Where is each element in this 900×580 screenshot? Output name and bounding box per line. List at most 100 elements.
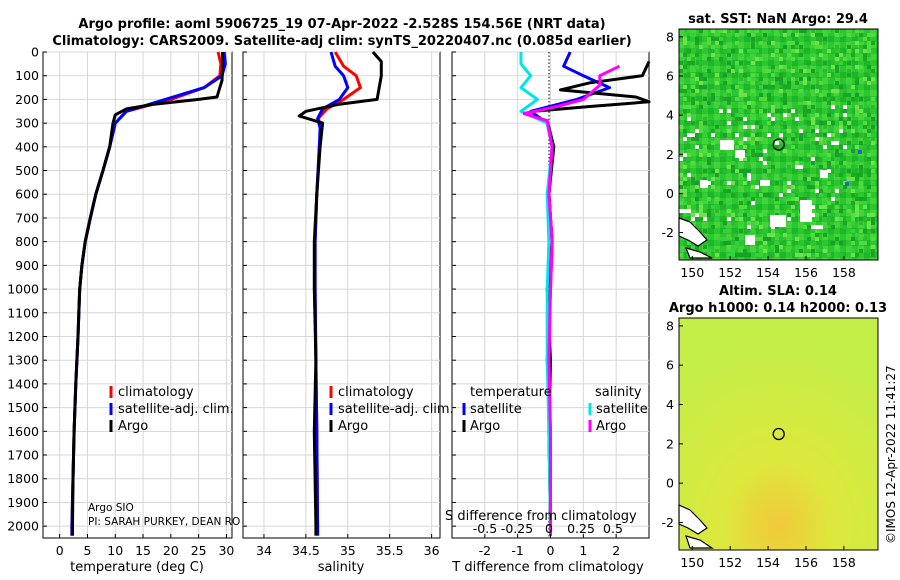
- s-diff-tick-label: 0.5: [603, 521, 623, 536]
- y-tick-label: 2000: [7, 519, 39, 534]
- sst-cell: [791, 77, 795, 81]
- sst-cell: [815, 233, 819, 237]
- sst-cell: [775, 205, 779, 209]
- sst-y-tick-label: -2: [662, 225, 674, 240]
- sst-cell: [871, 161, 875, 165]
- sst-cell: [839, 113, 843, 117]
- x-tick-label: 25: [191, 543, 207, 558]
- sst-cell: [759, 77, 763, 81]
- sst-cell: [703, 145, 707, 149]
- y-tick-label: 400: [15, 139, 39, 154]
- sst-cell: [711, 133, 715, 137]
- sst-cell: [755, 81, 759, 85]
- sst-cell: [751, 37, 755, 41]
- sst-cell: [835, 201, 839, 205]
- sst-cell: [819, 229, 823, 233]
- sst-cell: [759, 193, 763, 197]
- sst-cell: [695, 137, 699, 141]
- sst-cell: [807, 185, 811, 189]
- sst-cell: [687, 173, 691, 177]
- sst-cell: [703, 65, 707, 69]
- sst-cell: [711, 253, 715, 257]
- sst-cell: [827, 133, 831, 137]
- sst-cell: [807, 133, 811, 137]
- sst-cell: [819, 149, 823, 153]
- sst-cell: [739, 49, 743, 53]
- sst-cell: [847, 61, 851, 65]
- temperature-plot-frame: [42, 51, 233, 539]
- sst-cell: [835, 45, 839, 49]
- legend-group-temperature: temperature: [470, 385, 552, 400]
- sst-cell: [799, 153, 803, 157]
- sst-cell: [767, 169, 771, 173]
- sla-y-tick-label: 2: [666, 436, 674, 451]
- sst-cell: [739, 97, 743, 101]
- sst-cell: [755, 121, 759, 125]
- sst-cell: [855, 145, 859, 149]
- sst-cell: [775, 81, 779, 85]
- sst-cell: [807, 69, 811, 73]
- sst-map-title: sat. SST: NaN Argo: 29.4: [688, 12, 868, 27]
- sst-cell: [731, 97, 735, 101]
- sst-cell: [803, 113, 807, 117]
- sst-cell: [851, 41, 855, 45]
- x-tick-label: 15: [135, 543, 151, 558]
- sst-cell: [791, 213, 795, 217]
- sst-cell: [703, 197, 707, 201]
- sst-cell: [703, 245, 707, 249]
- sst-cell: [787, 65, 791, 69]
- sst-cell: [763, 109, 767, 113]
- sst-cell: [819, 193, 823, 197]
- sst-cell: [855, 41, 859, 45]
- sst-map-ticks: 150 152 154 156 158 -2 0 2 4 6 8: [662, 29, 856, 280]
- sst-cell: [815, 225, 819, 229]
- sst-cell: [683, 69, 687, 73]
- sst-cell: [751, 149, 755, 153]
- sst-cell: [823, 233, 827, 237]
- sst-cell: [723, 29, 727, 33]
- sst-cell: [679, 189, 683, 193]
- sst-cell: [683, 53, 687, 57]
- sst-cell: [747, 213, 751, 217]
- sst-cell: [863, 77, 867, 81]
- sst-cell: [747, 177, 751, 181]
- x-tick-label: 0: [547, 543, 555, 558]
- sst-cell: [695, 45, 699, 49]
- sst-y-tick-label: 4: [666, 108, 674, 123]
- sst-cell: [683, 193, 687, 197]
- sst-cell: [839, 253, 843, 257]
- temperature-legend: climatology satellite-adj. clim. Argo: [109, 385, 234, 434]
- sst-cell: [843, 205, 847, 209]
- sst-cell: [743, 117, 747, 121]
- sst-cell: [739, 93, 743, 97]
- sst-cell: [867, 161, 871, 165]
- sst-cell: [691, 137, 695, 141]
- y-tick-label: 1400: [7, 376, 39, 391]
- sst-cloud-gap: [770, 215, 786, 227]
- sla-y-tick-label: 8: [666, 318, 674, 333]
- sst-cell: [743, 73, 747, 77]
- sst-cell: [823, 157, 827, 161]
- x-tick-label: 34.5: [292, 543, 320, 558]
- sst-cell: [711, 41, 715, 45]
- sst-cell: [859, 169, 863, 173]
- sst-cell: [787, 165, 791, 169]
- sst-cell: [699, 61, 703, 65]
- sst-cell: [739, 221, 743, 225]
- sst-cell: [783, 177, 787, 181]
- sst-cell: [727, 201, 731, 205]
- sst-cell: [835, 29, 839, 33]
- sst-cell: [711, 37, 715, 41]
- sst-cell: [739, 253, 743, 257]
- sst-cell: [703, 217, 707, 221]
- sst-cell: [747, 33, 751, 37]
- sst-cell: [755, 105, 759, 109]
- sst-cell: [831, 61, 835, 65]
- sst-cell: [783, 93, 787, 97]
- sst-cell: [839, 173, 843, 177]
- sst-cell: [747, 253, 751, 257]
- sst-cell: [759, 237, 763, 241]
- sst-cell: [691, 61, 695, 65]
- sst-cell: [711, 213, 715, 217]
